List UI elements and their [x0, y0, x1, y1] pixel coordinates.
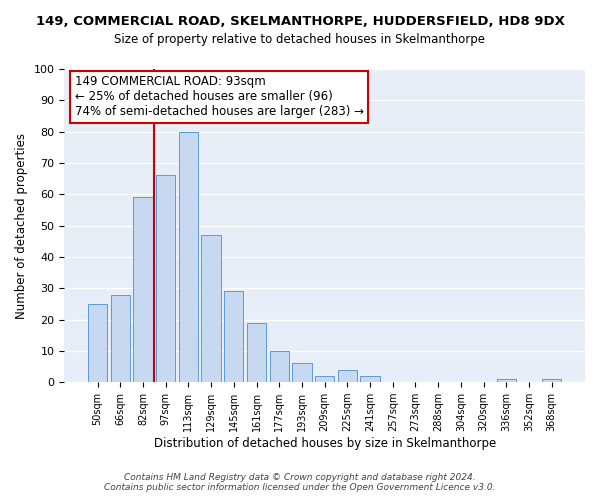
- Text: Size of property relative to detached houses in Skelmanthorpe: Size of property relative to detached ho…: [115, 32, 485, 46]
- Bar: [110, 294, 130, 382]
- Bar: [497, 379, 516, 382]
- Bar: [247, 322, 266, 382]
- Bar: [542, 379, 562, 382]
- Bar: [133, 198, 152, 382]
- Text: Contains HM Land Registry data © Crown copyright and database right 2024.
Contai: Contains HM Land Registry data © Crown c…: [104, 473, 496, 492]
- Text: 149, COMMERCIAL ROAD, SKELMANTHORPE, HUDDERSFIELD, HD8 9DX: 149, COMMERCIAL ROAD, SKELMANTHORPE, HUD…: [35, 15, 565, 28]
- Bar: [361, 376, 380, 382]
- Bar: [88, 304, 107, 382]
- Bar: [202, 235, 221, 382]
- Bar: [315, 376, 334, 382]
- Text: 149 COMMERCIAL ROAD: 93sqm
← 25% of detached houses are smaller (96)
74% of semi: 149 COMMERCIAL ROAD: 93sqm ← 25% of deta…: [74, 76, 364, 118]
- Bar: [156, 176, 175, 382]
- Bar: [292, 364, 311, 382]
- Y-axis label: Number of detached properties: Number of detached properties: [15, 132, 28, 318]
- Bar: [338, 370, 357, 382]
- Bar: [179, 132, 198, 382]
- Bar: [224, 292, 244, 382]
- X-axis label: Distribution of detached houses by size in Skelmanthorpe: Distribution of detached houses by size …: [154, 437, 496, 450]
- Bar: [269, 351, 289, 382]
